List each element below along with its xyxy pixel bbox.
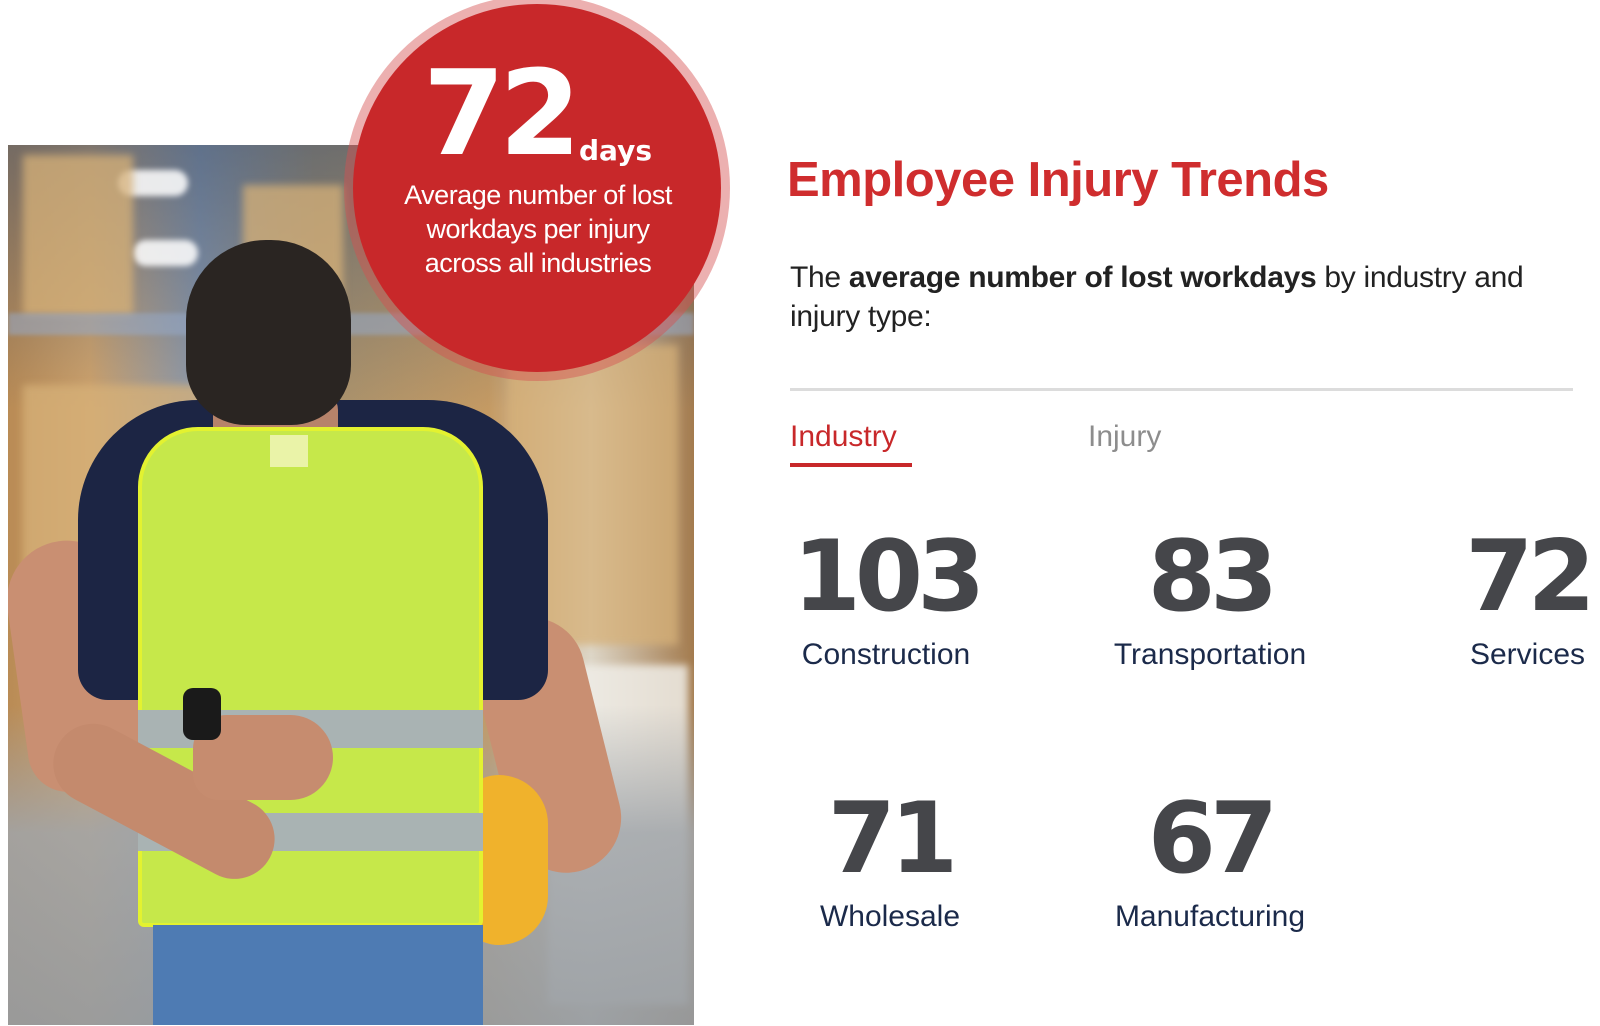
stat-label: Transportation [1113, 638, 1307, 671]
photo-box [23, 155, 133, 315]
photo-ceiling-light [133, 240, 198, 266]
stat-label: Manufacturing [1114, 900, 1306, 933]
intro-bold: average number of lost workdays [848, 261, 1317, 294]
summary-badge: 72 days Average number of lost workdays … [353, 4, 721, 372]
badge-value: 72 [423, 44, 581, 182]
stat-label: Wholesale [819, 900, 961, 933]
page-title: Employee Injury Trends [787, 153, 1329, 207]
stat-value: 67 [1147, 782, 1278, 896]
stat-services: 72 Services [1455, 528, 1600, 672]
badge-unit: days [579, 134, 652, 167]
stat-value: 71 [827, 782, 958, 896]
stat-transportation: 83 Transportation [1095, 528, 1325, 672]
active-tab-indicator [790, 463, 912, 467]
intro-prefix: The [790, 261, 849, 294]
stat-label: Construction [801, 638, 971, 671]
vest-tag [270, 435, 308, 467]
intro-text: The average number of lost workdays by i… [790, 258, 1550, 336]
stat-wholesale: 71 Wholesale [790, 790, 990, 934]
stat-value: 83 [1147, 520, 1278, 634]
worker-head [186, 240, 351, 425]
stat-construction: 103 Construction [786, 528, 986, 672]
stat-manufacturing: 67 Manufacturing [1095, 790, 1325, 934]
wristwatch [183, 688, 221, 740]
stat-label: Services [1469, 638, 1586, 671]
tab-injury[interactable]: Injury [1088, 420, 1162, 453]
tab-industry[interactable]: Industry [790, 420, 897, 453]
stat-value: 72 [1465, 520, 1595, 634]
stat-value: 103 [792, 520, 986, 634]
divider [790, 388, 1573, 391]
intro-suffix: by industry and injury type: [790, 261, 1524, 333]
worker-jeans [153, 925, 483, 1025]
badge-caption: Average number of lost workdays per inju… [404, 180, 672, 278]
